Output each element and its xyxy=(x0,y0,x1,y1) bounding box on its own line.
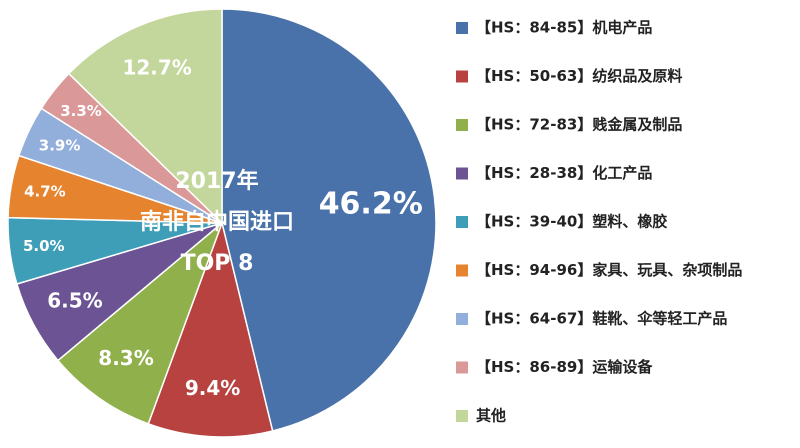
value-label: 3.3% xyxy=(60,102,102,120)
pie-slice xyxy=(56,220,224,425)
legend-swatch xyxy=(456,410,468,422)
legend-swatch xyxy=(456,361,468,374)
legend-label: 【HS：28-38】化工产品 xyxy=(476,164,652,182)
value-label: 12.7% xyxy=(122,56,191,80)
center-label: TOP 8 xyxy=(181,251,254,276)
legend-swatch xyxy=(456,119,468,131)
legend-label: 其他 xyxy=(476,407,506,425)
pie-slice xyxy=(147,220,274,438)
legend-swatch xyxy=(456,22,468,34)
value-label: 9.4% xyxy=(185,376,240,400)
pie-slice xyxy=(221,8,437,432)
legend-label: 【HS：86-89】运输设备 xyxy=(476,358,653,376)
pie-slice xyxy=(67,8,223,225)
center-label: 南非自中国进口 xyxy=(140,209,294,235)
legend-label: 【HS：84-85】机电产品 xyxy=(476,19,652,37)
value-label: 5.0% xyxy=(23,237,65,255)
value-label: 8.3% xyxy=(98,346,153,370)
legend-swatch xyxy=(456,70,468,83)
legend-label: 【HS：39-40】塑料、橡胶 xyxy=(476,213,667,231)
legend-swatch xyxy=(456,264,468,277)
value-label: 4.7% xyxy=(24,183,66,201)
legend-swatch xyxy=(456,216,468,228)
legend-swatch xyxy=(456,313,468,325)
legend-label: 【HS：64-67】鞋靴、伞等轻工产品 xyxy=(476,310,727,328)
value-label: 3.9% xyxy=(39,136,81,154)
value-label: 6.5% xyxy=(47,289,102,313)
legend-label: 【HS：94-96】家具、玩具、杂项制品 xyxy=(476,261,742,279)
legend-label: 【HS：50-63】纺织品及原料 xyxy=(476,67,682,85)
legend-label: 【HS：72-83】贱金属及制品 xyxy=(476,116,682,134)
value-label: 46.2% xyxy=(319,187,423,222)
legend-swatch xyxy=(456,167,468,180)
center-label: 2017年 xyxy=(175,168,258,194)
